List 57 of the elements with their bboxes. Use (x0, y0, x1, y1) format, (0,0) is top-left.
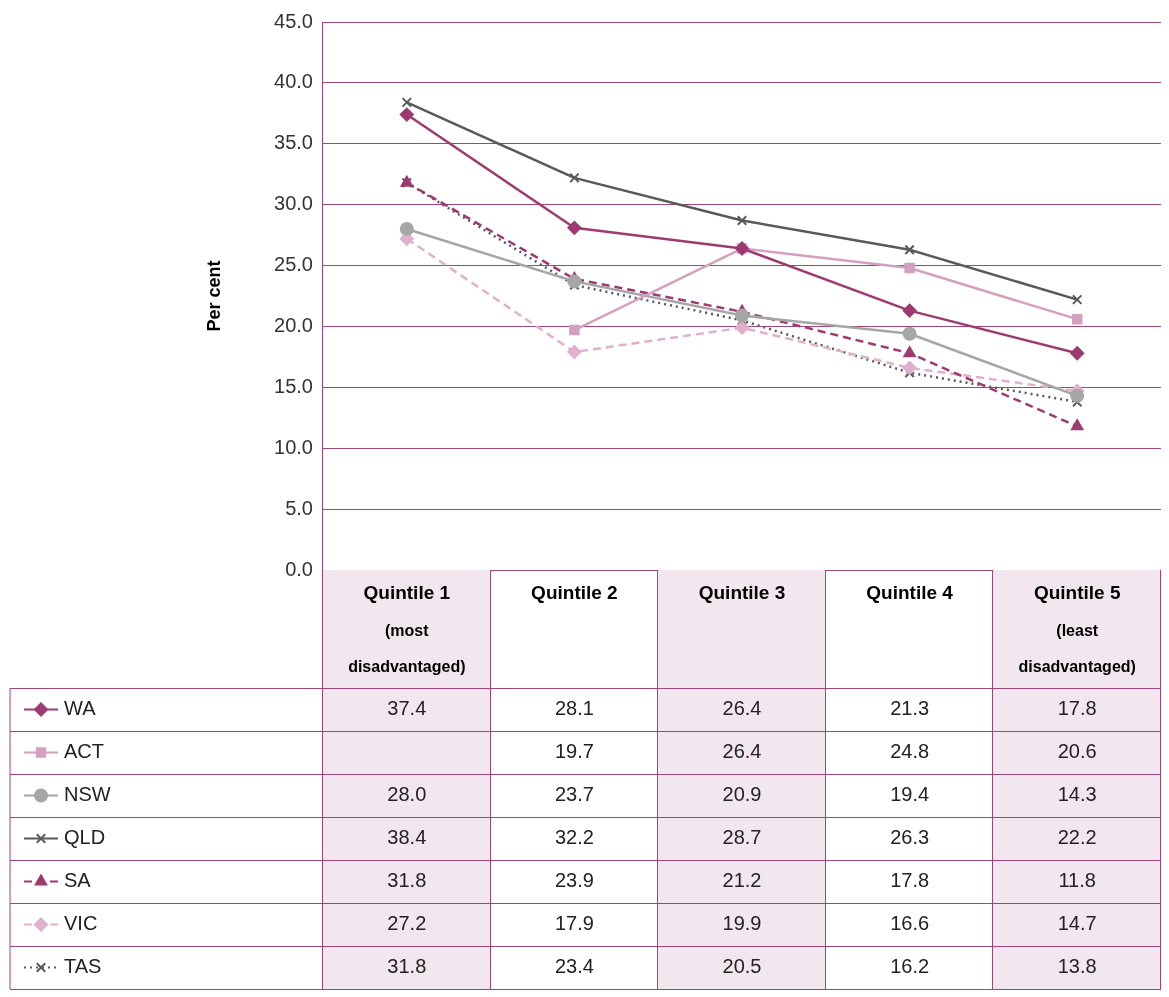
data-label: 11.8 (1058, 869, 1096, 892)
data-label: 26.4 (722, 740, 762, 763)
legend-label: TAS (64, 955, 102, 978)
y-tick-label: 5.0 (285, 496, 313, 519)
data-label: 32.2 (554, 826, 594, 849)
data-label: 23.4 (554, 955, 594, 978)
y-tick-label: 15.0 (274, 374, 313, 397)
data-label: 14.7 (1057, 912, 1097, 935)
y-axis-title: Per cent (203, 260, 224, 332)
y-tick-label: 0.0 (285, 557, 313, 580)
data-label: 38.4 (387, 826, 427, 849)
y-tick-label: 35.0 (274, 131, 313, 154)
data-label: 20.6 (1057, 740, 1097, 763)
x-tick-label: Quintile 4 (866, 582, 954, 604)
data-label: 23.9 (554, 869, 594, 892)
data-label: 31.8 (387, 955, 427, 978)
data-label: 28.7 (722, 826, 762, 849)
data-label: 28.0 (387, 783, 427, 806)
y-tick-label: 10.0 (274, 435, 313, 458)
data-label: 21.3 (890, 697, 930, 720)
y-tick-label: 20.0 (274, 313, 313, 336)
legend-label: NSW (64, 783, 111, 806)
data-label: 16.2 (890, 955, 930, 978)
data-label: 14.3 (1057, 783, 1097, 806)
y-tick-label: 25.0 (274, 253, 313, 276)
data-label: 26.4 (722, 697, 762, 720)
data-label: 31.8 (387, 869, 427, 892)
y-tick-label: 45.0 (274, 9, 313, 32)
legend-label: VIC (64, 912, 98, 935)
data-label: 22.2 (1057, 826, 1097, 849)
data-label: 19.4 (890, 783, 930, 806)
data-label: 37.4 (387, 697, 427, 720)
data-label: 19.9 (722, 912, 762, 935)
y-tick-label: 30.0 (274, 192, 313, 215)
legend-label: SA (64, 869, 92, 892)
data-label: 13.8 (1057, 955, 1097, 978)
legend-label: QLD (64, 826, 106, 849)
x-tick-label: Quintile 2 (531, 582, 618, 604)
data-label: 24.8 (890, 740, 930, 763)
x-tick-label: Quintile 3 (698, 582, 786, 604)
data-label: 17.8 (1057, 697, 1097, 720)
data-label: 27.2 (387, 912, 427, 935)
y-tick-label: 40.0 (274, 70, 313, 93)
data-label: 20.9 (722, 783, 762, 806)
data-label: 26.3 (890, 826, 930, 849)
legend-label: WA (64, 697, 97, 720)
data-label: 16.6 (890, 912, 930, 935)
data-label: 21.2 (722, 869, 762, 892)
data-label: 28.1 (554, 697, 594, 720)
data-label: 23.7 (554, 783, 594, 806)
x-tick-label: Quintile 5 (least disadvantaged) (1018, 582, 1136, 676)
data-label: 17.9 (554, 912, 594, 935)
data-label: 19.7 (554, 740, 594, 763)
data-label: 20.5 (722, 955, 762, 978)
x-tick-label: Quintile 1 (most disadvantaged) (348, 582, 466, 676)
data-label: 17.8 (890, 869, 930, 892)
legend-label: ACT (64, 740, 104, 763)
